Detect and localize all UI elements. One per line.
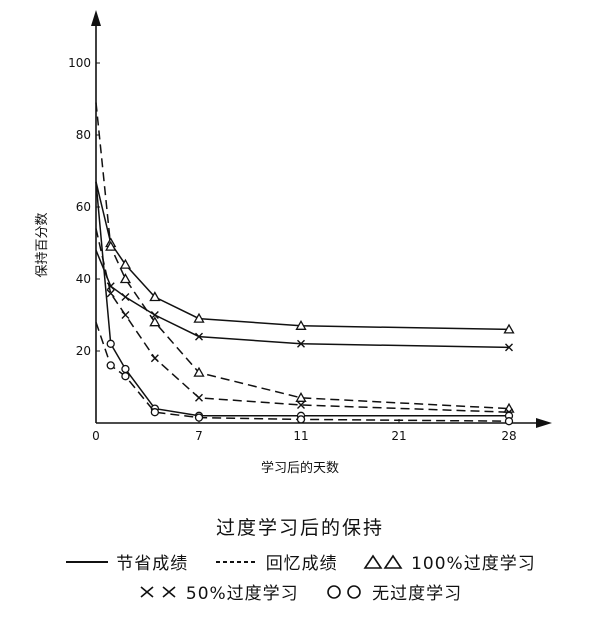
y-tick-label: 20 bbox=[76, 344, 91, 358]
triangle-marker bbox=[119, 273, 132, 284]
y-tick-label: 80 bbox=[76, 128, 91, 142]
cross-marker bbox=[195, 332, 203, 341]
legend-label-dashed: 回忆成绩 bbox=[265, 554, 338, 574]
triangle-marker bbox=[193, 366, 205, 377]
y-axis-arrow bbox=[91, 10, 101, 26]
series-回忆成绩-triangle bbox=[95, 102, 515, 413]
series-line bbox=[95, 102, 510, 410]
circle-marker bbox=[504, 417, 514, 426]
legend-label-triangle: 100%过度学习 bbox=[411, 554, 536, 574]
chart-title: 过度学习后的保持 bbox=[215, 517, 384, 539]
circle-marker bbox=[121, 364, 130, 374]
series-节省成绩-triangle bbox=[95, 181, 515, 334]
x-tick-label: 7 bbox=[195, 429, 203, 443]
legend-item-triangle: 100%过度学习 bbox=[363, 549, 536, 574]
legend-row-1: 节省成绩 回忆成绩 100%过度学习 bbox=[0, 549, 600, 574]
x-tick-label: 28 bbox=[501, 429, 516, 443]
triangle-marker bbox=[295, 391, 307, 402]
axes: 20 40 60 80 100 0 7 11 21 28 bbox=[68, 10, 552, 443]
solid-line-icon bbox=[66, 560, 109, 563]
y-tick-label: 40 bbox=[76, 272, 91, 286]
x-axis-arrow bbox=[536, 418, 552, 428]
circle-marker bbox=[106, 339, 115, 348]
legend-label-cross: 50%过度学习 bbox=[185, 584, 299, 604]
circle-marker bbox=[121, 372, 130, 381]
triangle-marker bbox=[105, 240, 117, 251]
legend-label-circle: 无过度学习 bbox=[372, 584, 463, 604]
x-tick-label: 21 bbox=[391, 429, 406, 443]
cross-marker bbox=[106, 289, 115, 298]
series-回忆成绩-circle bbox=[95, 321, 514, 426]
legend-item-dashed: 回忆成绩 bbox=[214, 549, 338, 574]
cross-marker bbox=[150, 354, 159, 363]
legend-item-cross: 50%过度学习 bbox=[138, 579, 299, 604]
cross-marker bbox=[150, 311, 159, 319]
y-tick-label: 100 bbox=[68, 56, 91, 70]
circle-marker bbox=[194, 413, 204, 422]
legend-row-2: 50%过度学习 无过度学习 bbox=[0, 579, 600, 604]
circle-marker-icon bbox=[327, 584, 361, 599]
cross-marker bbox=[297, 339, 305, 348]
series-节省成绩-cross bbox=[95, 249, 513, 352]
series-layer bbox=[95, 102, 515, 426]
circle-marker bbox=[296, 415, 306, 424]
x-tick-label: 11 bbox=[293, 429, 308, 443]
series-line bbox=[95, 181, 510, 331]
triangle-marker bbox=[149, 316, 161, 327]
retention-chart: 20 40 60 80 100 0 7 11 21 28 保持百分数 学习后的天数 bbox=[35, 10, 552, 476]
cross-marker bbox=[121, 311, 130, 319]
series-回忆成绩-cross bbox=[95, 228, 513, 417]
dashed-line-icon bbox=[215, 560, 258, 563]
triangle-marker bbox=[295, 319, 307, 330]
cross-marker bbox=[195, 393, 203, 402]
triangle-marker bbox=[119, 258, 132, 269]
cross-marker-icon bbox=[140, 585, 176, 598]
circle-marker bbox=[150, 408, 160, 417]
cross-marker bbox=[505, 343, 513, 352]
legend-label-solid: 节省成绩 bbox=[116, 554, 189, 574]
x-tick-label: 0 bbox=[92, 429, 100, 443]
legend-item-circle: 无过度学习 bbox=[324, 579, 462, 604]
series-line bbox=[95, 228, 510, 413]
y-tick-label: 60 bbox=[76, 200, 91, 214]
cross-marker bbox=[121, 293, 130, 301]
triangle-marker bbox=[193, 312, 205, 323]
triangle-marker-icon bbox=[363, 554, 403, 569]
y-axis-label: 保持百分数 bbox=[35, 212, 50, 277]
legend-item-solid: 节省成绩 bbox=[64, 549, 188, 574]
circle-marker bbox=[106, 361, 115, 370]
triangle-marker bbox=[503, 323, 515, 334]
cross-marker bbox=[297, 401, 305, 409]
x-axis-label: 学习后的天数 bbox=[261, 460, 339, 476]
triangle-marker bbox=[149, 291, 161, 302]
